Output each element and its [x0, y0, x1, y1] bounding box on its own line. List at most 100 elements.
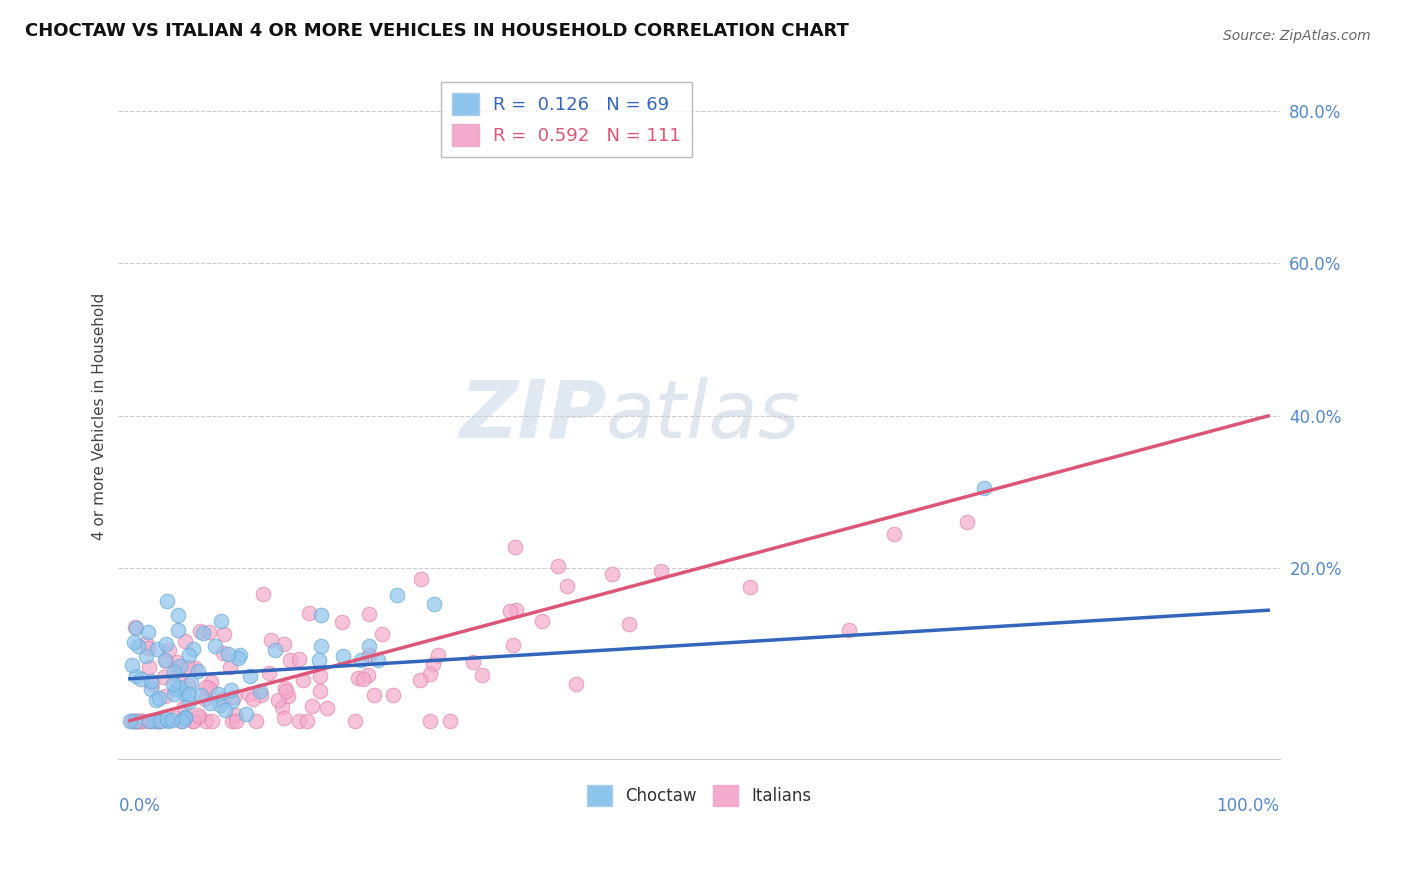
Point: [146, 641, 169, 656]
Point: [238, 687, 260, 701]
Point: [187, 710, 209, 724]
Point: [138, 659, 160, 673]
Point: [128, 714, 150, 728]
Point: [502, 638, 524, 652]
Point: [174, 709, 197, 723]
Point: [198, 624, 221, 639]
Point: [177, 648, 200, 662]
Point: [201, 714, 224, 728]
Point: [332, 649, 354, 664]
Point: [235, 707, 257, 722]
Point: [409, 673, 432, 688]
Point: [531, 614, 554, 628]
Point: [145, 714, 167, 728]
Point: [139, 714, 162, 728]
Point: [350, 653, 373, 667]
Point: [309, 683, 332, 698]
Point: [219, 659, 242, 673]
Point: [298, 606, 321, 620]
Point: [180, 676, 202, 690]
Point: [271, 699, 294, 714]
Point: [617, 617, 640, 632]
Point: [146, 714, 169, 728]
Point: [181, 714, 204, 728]
Point: [155, 637, 177, 651]
Point: [167, 669, 190, 683]
Point: [973, 481, 995, 495]
Point: [565, 677, 588, 691]
Point: [148, 690, 170, 705]
Point: [155, 654, 177, 668]
Point: [221, 694, 243, 708]
Point: [308, 653, 330, 667]
Point: [139, 681, 162, 696]
Point: [214, 703, 236, 717]
Point: [347, 671, 370, 685]
Point: [121, 714, 143, 728]
Point: [359, 607, 381, 621]
Point: [135, 649, 157, 664]
Point: [239, 669, 262, 683]
Point: [211, 692, 233, 706]
Point: [193, 692, 215, 706]
Point: [166, 655, 188, 669]
Point: [471, 667, 494, 681]
Point: [198, 696, 221, 710]
Point: [125, 714, 148, 728]
Point: [162, 677, 184, 691]
Point: [229, 648, 252, 662]
Point: [547, 559, 569, 574]
Point: [124, 620, 146, 634]
Point: [385, 589, 408, 603]
Point: [252, 586, 274, 600]
Point: [297, 714, 319, 728]
Point: [260, 633, 283, 648]
Point: [170, 714, 193, 728]
Point: [291, 673, 314, 687]
Point: [145, 693, 167, 707]
Point: [181, 642, 204, 657]
Point: [173, 699, 195, 714]
Point: [301, 698, 323, 713]
Point: [125, 669, 148, 683]
Point: [128, 714, 150, 728]
Point: [411, 572, 433, 586]
Point: [311, 639, 333, 653]
Point: [463, 655, 485, 669]
Point: [352, 672, 374, 686]
Point: [277, 689, 299, 703]
Text: 100.0%: 100.0%: [1216, 797, 1279, 814]
Point: [224, 690, 246, 705]
Point: [217, 647, 239, 661]
Point: [219, 683, 242, 698]
Point: [257, 665, 280, 680]
Point: [141, 674, 163, 689]
Text: 0.0%: 0.0%: [118, 797, 160, 814]
Point: [499, 605, 522, 619]
Point: [367, 653, 389, 667]
Point: [423, 597, 446, 611]
Point: [357, 667, 380, 681]
Point: [169, 659, 191, 673]
Point: [136, 641, 159, 656]
Point: [143, 714, 166, 728]
Point: [439, 714, 461, 728]
Point: [165, 711, 187, 725]
Point: [883, 527, 905, 541]
Point: [170, 714, 193, 728]
Point: [153, 670, 176, 684]
Point: [122, 714, 145, 728]
Point: [273, 637, 295, 651]
Y-axis label: 4 or more Vehicles in Household: 4 or more Vehicles in Household: [93, 293, 107, 540]
Point: [419, 714, 441, 728]
Text: CHOCTAW VS ITALIAN 4 OR MORE VEHICLES IN HOUSEHOLD CORRELATION CHART: CHOCTAW VS ITALIAN 4 OR MORE VEHICLES IN…: [25, 22, 849, 40]
Point: [166, 660, 188, 674]
Point: [195, 714, 218, 728]
Point: [181, 714, 204, 728]
Point: [344, 714, 367, 728]
Point: [195, 681, 218, 695]
Point: [738, 580, 761, 594]
Point: [273, 711, 295, 725]
Point: [273, 681, 295, 695]
Point: [263, 642, 285, 657]
